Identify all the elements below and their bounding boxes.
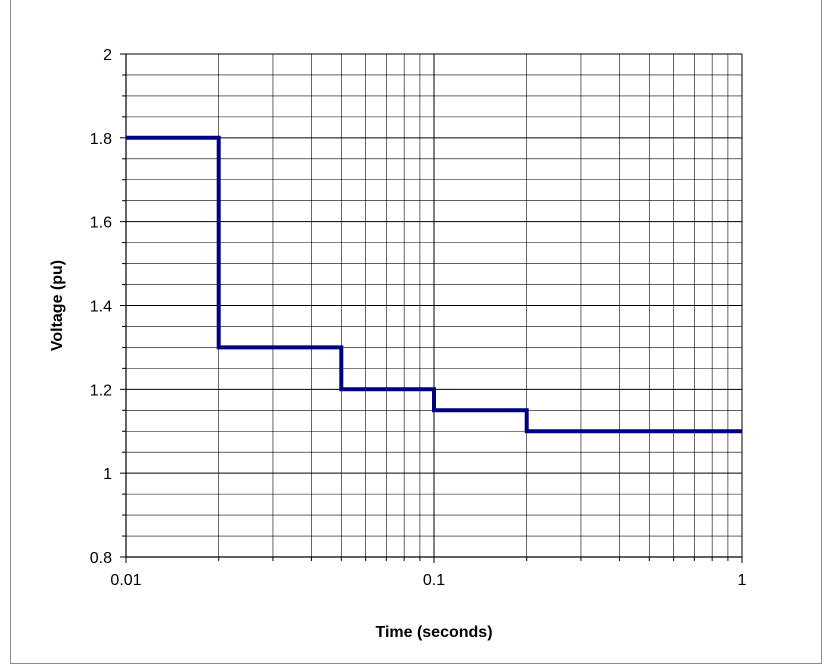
x-tick-label: 0.1 (423, 572, 445, 589)
y-tick-label: 1.6 (90, 215, 112, 232)
series-line (126, 135, 742, 434)
y-tick-label: 1.4 (90, 299, 112, 316)
y-tick-label: 1.8 (90, 131, 112, 148)
y-tick-label: 1.2 (90, 382, 112, 399)
x-tick-label: 1 (738, 572, 747, 589)
y-tick-label: 0.8 (90, 550, 112, 567)
y-tick-label: 1 (103, 466, 112, 483)
x-tick-label: 0.01 (110, 572, 141, 589)
chart-frame (10, 0, 822, 664)
y-tick-label: 2 (103, 47, 112, 64)
tick-labels: 0.8 1 1.2 1.4 1.6 1.8 2 0.01 0.1 1 (90, 47, 747, 589)
y-axis-title: Voltage (pu) (49, 260, 66, 351)
x-axis-title: Time (seconds) (375, 624, 492, 641)
series-layer (125, 135, 743, 434)
axes (120, 53, 743, 563)
